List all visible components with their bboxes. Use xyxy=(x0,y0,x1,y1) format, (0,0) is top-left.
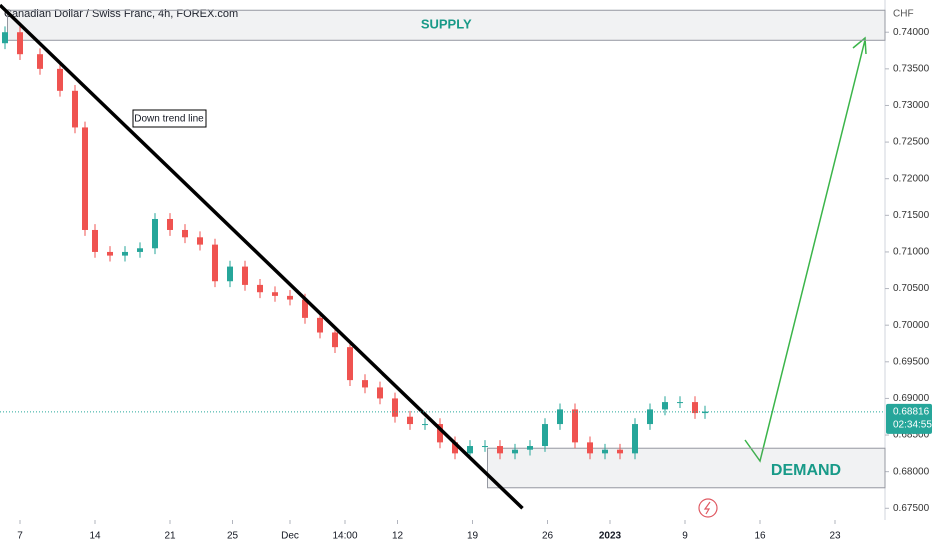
chart-title: Canadian Dollar / Swiss Franc, 4h, FOREX… xyxy=(4,8,238,20)
candle-body xyxy=(437,424,443,443)
candle-body xyxy=(587,442,593,454)
candle-body xyxy=(82,127,88,230)
candle-body xyxy=(407,416,413,425)
candle-body xyxy=(2,32,8,44)
x-tick-label: 12 xyxy=(392,531,404,542)
annotation-box xyxy=(132,109,207,128)
candle-body xyxy=(422,424,428,426)
x-tick-label: 2023 xyxy=(599,531,622,542)
candle-body xyxy=(317,317,323,333)
candle-body xyxy=(257,284,263,293)
demand-zone xyxy=(487,447,886,489)
event-icon xyxy=(698,498,718,518)
x-tick-label: Dec xyxy=(281,531,299,542)
candle-body xyxy=(122,251,128,256)
candle-body xyxy=(272,292,278,296)
zone-label: DEMAND xyxy=(771,462,841,479)
candle-body xyxy=(302,299,308,318)
candle-body xyxy=(17,32,23,55)
candle-body xyxy=(242,266,248,285)
x-tick-label: 9 xyxy=(682,531,688,542)
x-tick-label: 21 xyxy=(164,531,176,542)
candle-body xyxy=(57,68,63,91)
last-price-label: 0.68816 xyxy=(893,407,930,418)
candle-body xyxy=(527,446,533,450)
countdown: 02:34:55 xyxy=(893,420,932,431)
x-tick-label: 14 xyxy=(89,531,101,542)
candle-body xyxy=(512,449,518,454)
y-tick-label: 0.74000 xyxy=(893,27,930,38)
candle-body xyxy=(107,251,113,256)
candle-body xyxy=(362,380,368,388)
candle-body xyxy=(452,442,458,454)
y-tick-label: 0.73500 xyxy=(893,63,930,74)
candle-body xyxy=(662,402,668,410)
candle-body xyxy=(392,398,398,417)
candle-body xyxy=(467,446,473,454)
candle-body xyxy=(212,244,218,282)
supply-zone xyxy=(7,9,886,41)
candle-body xyxy=(692,402,698,414)
y-tick-label: 0.69500 xyxy=(893,356,930,367)
candle-body xyxy=(347,347,353,381)
candle-body xyxy=(632,424,638,454)
y-tick-label: 0.72000 xyxy=(893,173,930,184)
y-tick-label: 0.67500 xyxy=(893,503,930,514)
y-tick-label: 0.69000 xyxy=(893,393,930,404)
x-tick-label: 14:00 xyxy=(332,531,357,542)
candle-body xyxy=(617,449,623,454)
y-tick-label: 0.68000 xyxy=(893,466,930,477)
x-tick-label: 23 xyxy=(829,531,841,542)
x-tick-label: 7 xyxy=(17,531,23,542)
candle-body xyxy=(72,90,78,128)
annotation: Down trend line xyxy=(134,114,204,125)
candle-body xyxy=(647,409,653,425)
candle-body xyxy=(197,237,203,245)
y-tick-label: 0.68500 xyxy=(893,430,930,441)
y-tick-label: 0.71000 xyxy=(893,247,930,258)
axis-unit: CHF xyxy=(893,9,914,20)
candle-body xyxy=(557,409,563,425)
candle-body xyxy=(542,424,548,447)
candle-body xyxy=(92,229,98,252)
zone-label: SUPPLY xyxy=(421,17,472,32)
candle-body xyxy=(377,387,383,399)
event-icon-bolt xyxy=(703,501,711,515)
y-tick-label: 0.73000 xyxy=(893,100,930,111)
candle-body xyxy=(152,218,158,249)
y-tick-label: 0.70500 xyxy=(893,283,930,294)
trend-line xyxy=(0,3,524,510)
candle-body xyxy=(332,332,338,348)
candle-body xyxy=(572,409,578,443)
candle-body xyxy=(602,449,608,454)
candle-body xyxy=(137,248,143,252)
candle-body xyxy=(482,446,488,448)
y-tick-label: 0.70000 xyxy=(893,320,930,331)
last-price-badge xyxy=(886,403,932,434)
projection-arrow xyxy=(744,36,867,463)
candle-body xyxy=(227,266,233,282)
x-tick-label: 16 xyxy=(754,531,766,542)
candle-body xyxy=(37,54,43,69)
y-tick-label: 0.72500 xyxy=(893,137,930,148)
x-tick-label: 26 xyxy=(542,531,554,542)
candle-body xyxy=(167,218,173,230)
x-tick-label: 19 xyxy=(467,531,479,542)
candle-body xyxy=(182,229,188,238)
x-tick-label: 25 xyxy=(227,531,239,542)
candle-body xyxy=(287,295,293,300)
candle-body xyxy=(677,402,683,404)
candle-body xyxy=(497,446,503,454)
y-tick-label: 0.71500 xyxy=(893,210,930,221)
